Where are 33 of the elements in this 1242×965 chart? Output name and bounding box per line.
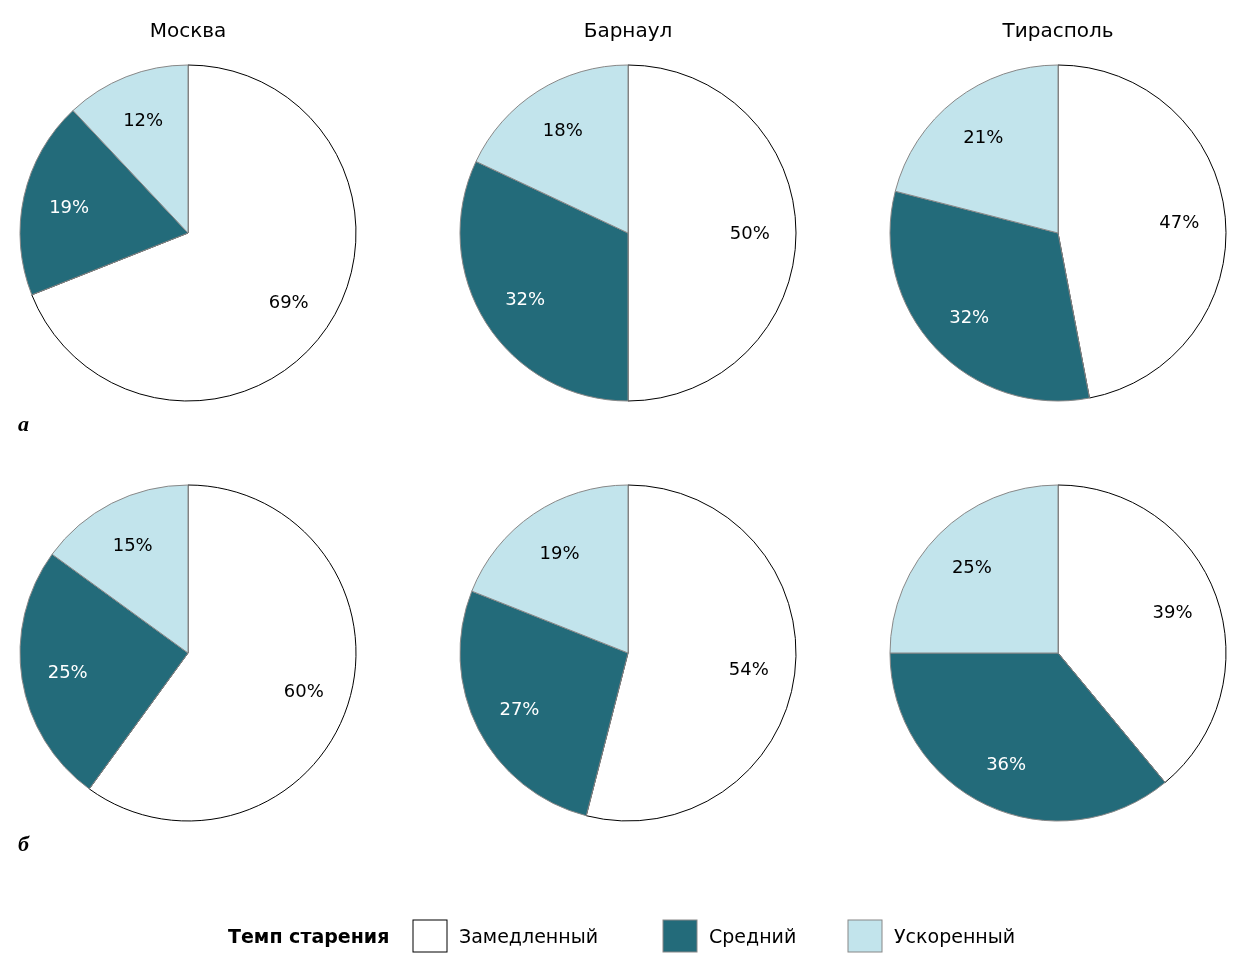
chart-title: Барнаул bbox=[583, 18, 673, 42]
data-label: 60% bbox=[283, 679, 324, 701]
data-label: 18% bbox=[542, 119, 583, 141]
data-label: 36% bbox=[986, 752, 1027, 774]
data-label: 12% bbox=[123, 109, 164, 131]
legend-title: Темп старения bbox=[228, 924, 390, 947]
text: а bbox=[18, 411, 29, 436]
legend-label: Средний bbox=[709, 924, 797, 947]
data-label: 54% bbox=[728, 657, 769, 679]
legend-label: Ускоренный bbox=[894, 924, 1016, 947]
data-label: 25% bbox=[47, 661, 88, 683]
data-label: 39% bbox=[1152, 601, 1193, 623]
data-label: 27% bbox=[499, 697, 540, 719]
chart-title: Москва bbox=[149, 18, 227, 42]
pie-slice bbox=[1057, 64, 1227, 399]
data-label: 50% bbox=[729, 222, 770, 244]
data-label: 19% bbox=[49, 195, 90, 217]
pie-slice bbox=[585, 484, 797, 822]
data-label: 69% bbox=[268, 290, 309, 312]
data-label: 25% bbox=[951, 556, 992, 578]
pie-slice bbox=[627, 64, 797, 402]
pie-slice bbox=[88, 484, 357, 822]
legend-label: Замедленный bbox=[459, 924, 599, 947]
data-label: 19% bbox=[539, 541, 580, 563]
pie-slice bbox=[31, 64, 357, 402]
data-label: 32% bbox=[505, 287, 546, 309]
data-label: 47% bbox=[1159, 210, 1200, 232]
data-label: 32% bbox=[949, 305, 990, 327]
text: б bbox=[18, 831, 30, 856]
pie-slice bbox=[1057, 484, 1227, 783]
data-label: 21% bbox=[963, 126, 1004, 148]
chart-title: Тирасполь bbox=[1001, 18, 1114, 42]
data-label: 15% bbox=[112, 533, 153, 555]
